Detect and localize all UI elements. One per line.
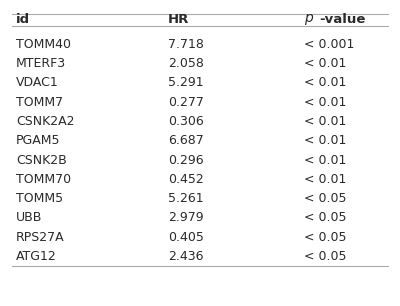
Text: -value: -value <box>319 13 366 26</box>
Text: < 0.05: < 0.05 <box>304 192 346 205</box>
Text: < 0.01: < 0.01 <box>304 76 346 89</box>
Text: RPS27A: RPS27A <box>16 231 65 244</box>
Text: HR: HR <box>168 13 189 26</box>
Text: 5.291: 5.291 <box>168 76 204 89</box>
Text: < 0.01: < 0.01 <box>304 134 346 147</box>
Text: PGAM5: PGAM5 <box>16 134 60 147</box>
Text: ATG12: ATG12 <box>16 250 57 263</box>
Text: TOMM40: TOMM40 <box>16 38 71 51</box>
Text: MTERF3: MTERF3 <box>16 57 66 70</box>
Text: 0.277: 0.277 <box>168 96 204 109</box>
Text: id: id <box>16 13 30 26</box>
Text: TOMM7: TOMM7 <box>16 96 63 109</box>
Text: $\mathit{p}$: $\mathit{p}$ <box>304 12 314 28</box>
Text: < 0.05: < 0.05 <box>304 211 346 224</box>
Text: 0.306: 0.306 <box>168 115 204 128</box>
Text: VDAC1: VDAC1 <box>16 76 59 89</box>
Text: < 0.01: < 0.01 <box>304 173 346 186</box>
Text: 2.058: 2.058 <box>168 57 204 70</box>
Text: TOMM70: TOMM70 <box>16 173 71 186</box>
Text: < 0.01: < 0.01 <box>304 115 346 128</box>
Text: < 0.001: < 0.001 <box>304 38 354 51</box>
Text: 5.261: 5.261 <box>168 192 204 205</box>
Text: UBB: UBB <box>16 211 42 224</box>
Text: < 0.05: < 0.05 <box>304 231 346 244</box>
Text: CSNK2B: CSNK2B <box>16 154 67 166</box>
Text: < 0.01: < 0.01 <box>304 96 346 109</box>
Text: 0.452: 0.452 <box>168 173 204 186</box>
Text: < 0.01: < 0.01 <box>304 154 346 166</box>
Text: < 0.01: < 0.01 <box>304 57 346 70</box>
Text: CSNK2A2: CSNK2A2 <box>16 115 74 128</box>
Text: 0.296: 0.296 <box>168 154 204 166</box>
Text: < 0.05: < 0.05 <box>304 250 346 263</box>
Text: 2.436: 2.436 <box>168 250 204 263</box>
Text: 0.405: 0.405 <box>168 231 204 244</box>
Text: 7.718: 7.718 <box>168 38 204 51</box>
Text: TOMM5: TOMM5 <box>16 192 63 205</box>
Text: 2.979: 2.979 <box>168 211 204 224</box>
Text: 6.687: 6.687 <box>168 134 204 147</box>
